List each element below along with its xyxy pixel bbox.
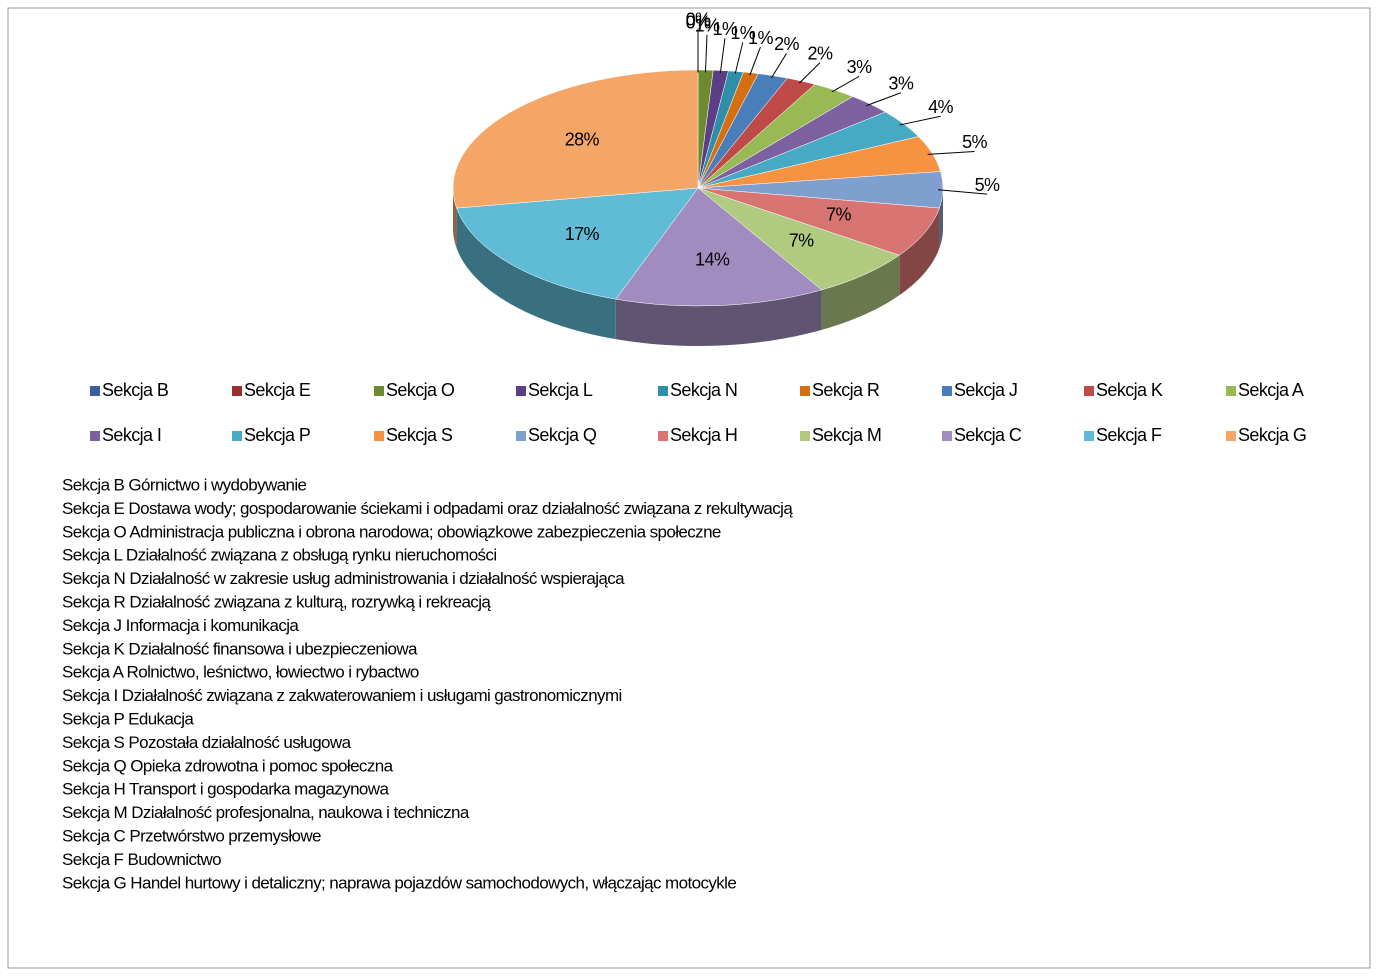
legend-label: Sekcja G	[1238, 425, 1306, 445]
legend-swatch	[1084, 386, 1094, 396]
slice-side	[939, 188, 943, 249]
data-label: 0%	[686, 13, 711, 33]
data-label: 1%	[713, 19, 738, 39]
data-label: 0%	[686, 10, 711, 30]
slice	[615, 187, 823, 307]
description: Sekcja G Handel hurtowy i detaliczny; na…	[62, 873, 736, 892]
legend-swatch	[1226, 386, 1236, 396]
legend-label: Sekcja L	[528, 380, 593, 400]
legend-swatch	[516, 386, 526, 396]
legend-swatch	[658, 386, 668, 396]
legend-label: Sekcja O	[386, 380, 455, 400]
legend-swatch	[942, 386, 952, 396]
description: Sekcja F Budownictwo	[62, 850, 221, 869]
legend-swatch	[232, 431, 242, 441]
legend-label: Sekcja I	[102, 425, 161, 445]
data-label: 3%	[847, 57, 872, 77]
slice	[697, 187, 900, 291]
leader-line	[734, 42, 744, 74]
data-label: 28%	[565, 130, 600, 150]
data-label: 2%	[808, 44, 833, 64]
slice	[452, 69, 699, 209]
legend-label: Sekcja Q	[528, 425, 597, 445]
legend-label: Sekcja P	[244, 425, 311, 445]
legend-label: Sekcja N	[670, 380, 737, 400]
legend-swatch	[90, 386, 100, 396]
data-label: 5%	[975, 175, 1000, 195]
leader-line	[771, 53, 787, 79]
slice-side	[615, 289, 822, 346]
leader-line	[938, 189, 988, 195]
leader-line	[719, 38, 726, 73]
legend-label: Sekcja K	[1096, 380, 1163, 400]
slice-side	[899, 208, 940, 296]
legend-label: Sekcja R	[812, 380, 880, 400]
data-label: 7%	[789, 230, 814, 250]
legend-swatch	[800, 431, 810, 441]
description: Sekcja R Działalność związana z kulturą,…	[62, 592, 491, 611]
description: Sekcja P Edukacja	[62, 709, 194, 728]
data-label: 5%	[962, 132, 987, 152]
legend-swatch	[942, 431, 952, 441]
description: Sekcja K Działalność finansowa i ubezpie…	[62, 639, 418, 658]
description: Sekcja O Administracja publiczna i obron…	[62, 522, 721, 541]
legend-label: Sekcja B	[102, 380, 169, 400]
slice-side	[453, 188, 457, 249]
leader-line	[831, 75, 860, 93]
description: Sekcja C Przetwórstwo przemysłowe	[62, 826, 321, 845]
data-label: 7%	[826, 204, 851, 224]
description: Sekcja L Działalność związana z obsługą …	[62, 546, 497, 565]
slice	[456, 187, 699, 300]
legend-label: Sekcja F	[1096, 425, 1162, 445]
legend-label: Sekcja A	[1238, 380, 1304, 400]
legend-label: Sekcja C	[954, 425, 1022, 445]
legend-swatch	[800, 386, 810, 396]
description: Sekcja B Górnictwo i wydobywanie	[62, 475, 307, 494]
slice-side	[456, 208, 616, 340]
description: Sekcja I Działalność związana z zakwater…	[62, 686, 622, 705]
legend-swatch	[90, 431, 100, 441]
leader-line	[798, 62, 821, 84]
data-label: 4%	[928, 97, 953, 117]
description: Sekcja S Pozostała działalność usługowa	[62, 733, 352, 752]
leader-line	[866, 92, 902, 107]
legend-swatch	[232, 386, 242, 396]
legend-label: Sekcja M	[812, 425, 881, 445]
legend-label: Sekcja S	[386, 425, 453, 445]
description: Sekcja A Rolnictwo, leśnictwo, łowiectwo…	[62, 663, 419, 682]
data-label: 1%	[695, 16, 720, 36]
slice	[697, 187, 940, 256]
data-label: 2%	[774, 34, 799, 54]
description: Sekcja M Działalność profesjonalna, nauk…	[62, 803, 470, 822]
leader-line	[899, 115, 941, 126]
leader-line	[749, 46, 761, 76]
legend-swatch	[374, 431, 384, 441]
legend-label: Sekcja J	[954, 380, 1017, 400]
description: Sekcja E Dostawa wody; gospodarowanie śc…	[62, 499, 793, 518]
legend-swatch	[374, 386, 384, 396]
description: Sekcja N Działalność w zakresie usług ad…	[62, 569, 625, 588]
legend-swatch	[1084, 431, 1094, 441]
legend-swatch	[516, 431, 526, 441]
data-label: 1%	[730, 23, 755, 43]
legend-swatch	[1226, 431, 1236, 441]
data-label: 1%	[748, 28, 773, 48]
description: Sekcja J Informacja i komunikacja	[62, 616, 299, 635]
slice-side	[821, 255, 900, 330]
description: Sekcja Q Opieka zdrowotna i pomoc społec…	[62, 756, 394, 775]
legend-label: Sekcja H	[670, 425, 737, 445]
data-label: 17%	[565, 224, 600, 244]
legend-swatch	[658, 431, 668, 441]
data-label: 3%	[888, 74, 913, 94]
legend-label: Sekcja E	[244, 380, 311, 400]
leader-line	[927, 150, 975, 155]
description: Sekcja H Transport i gospodarka magazyno…	[62, 780, 389, 799]
data-label: 14%	[695, 250, 730, 270]
leader-line	[704, 34, 708, 73]
